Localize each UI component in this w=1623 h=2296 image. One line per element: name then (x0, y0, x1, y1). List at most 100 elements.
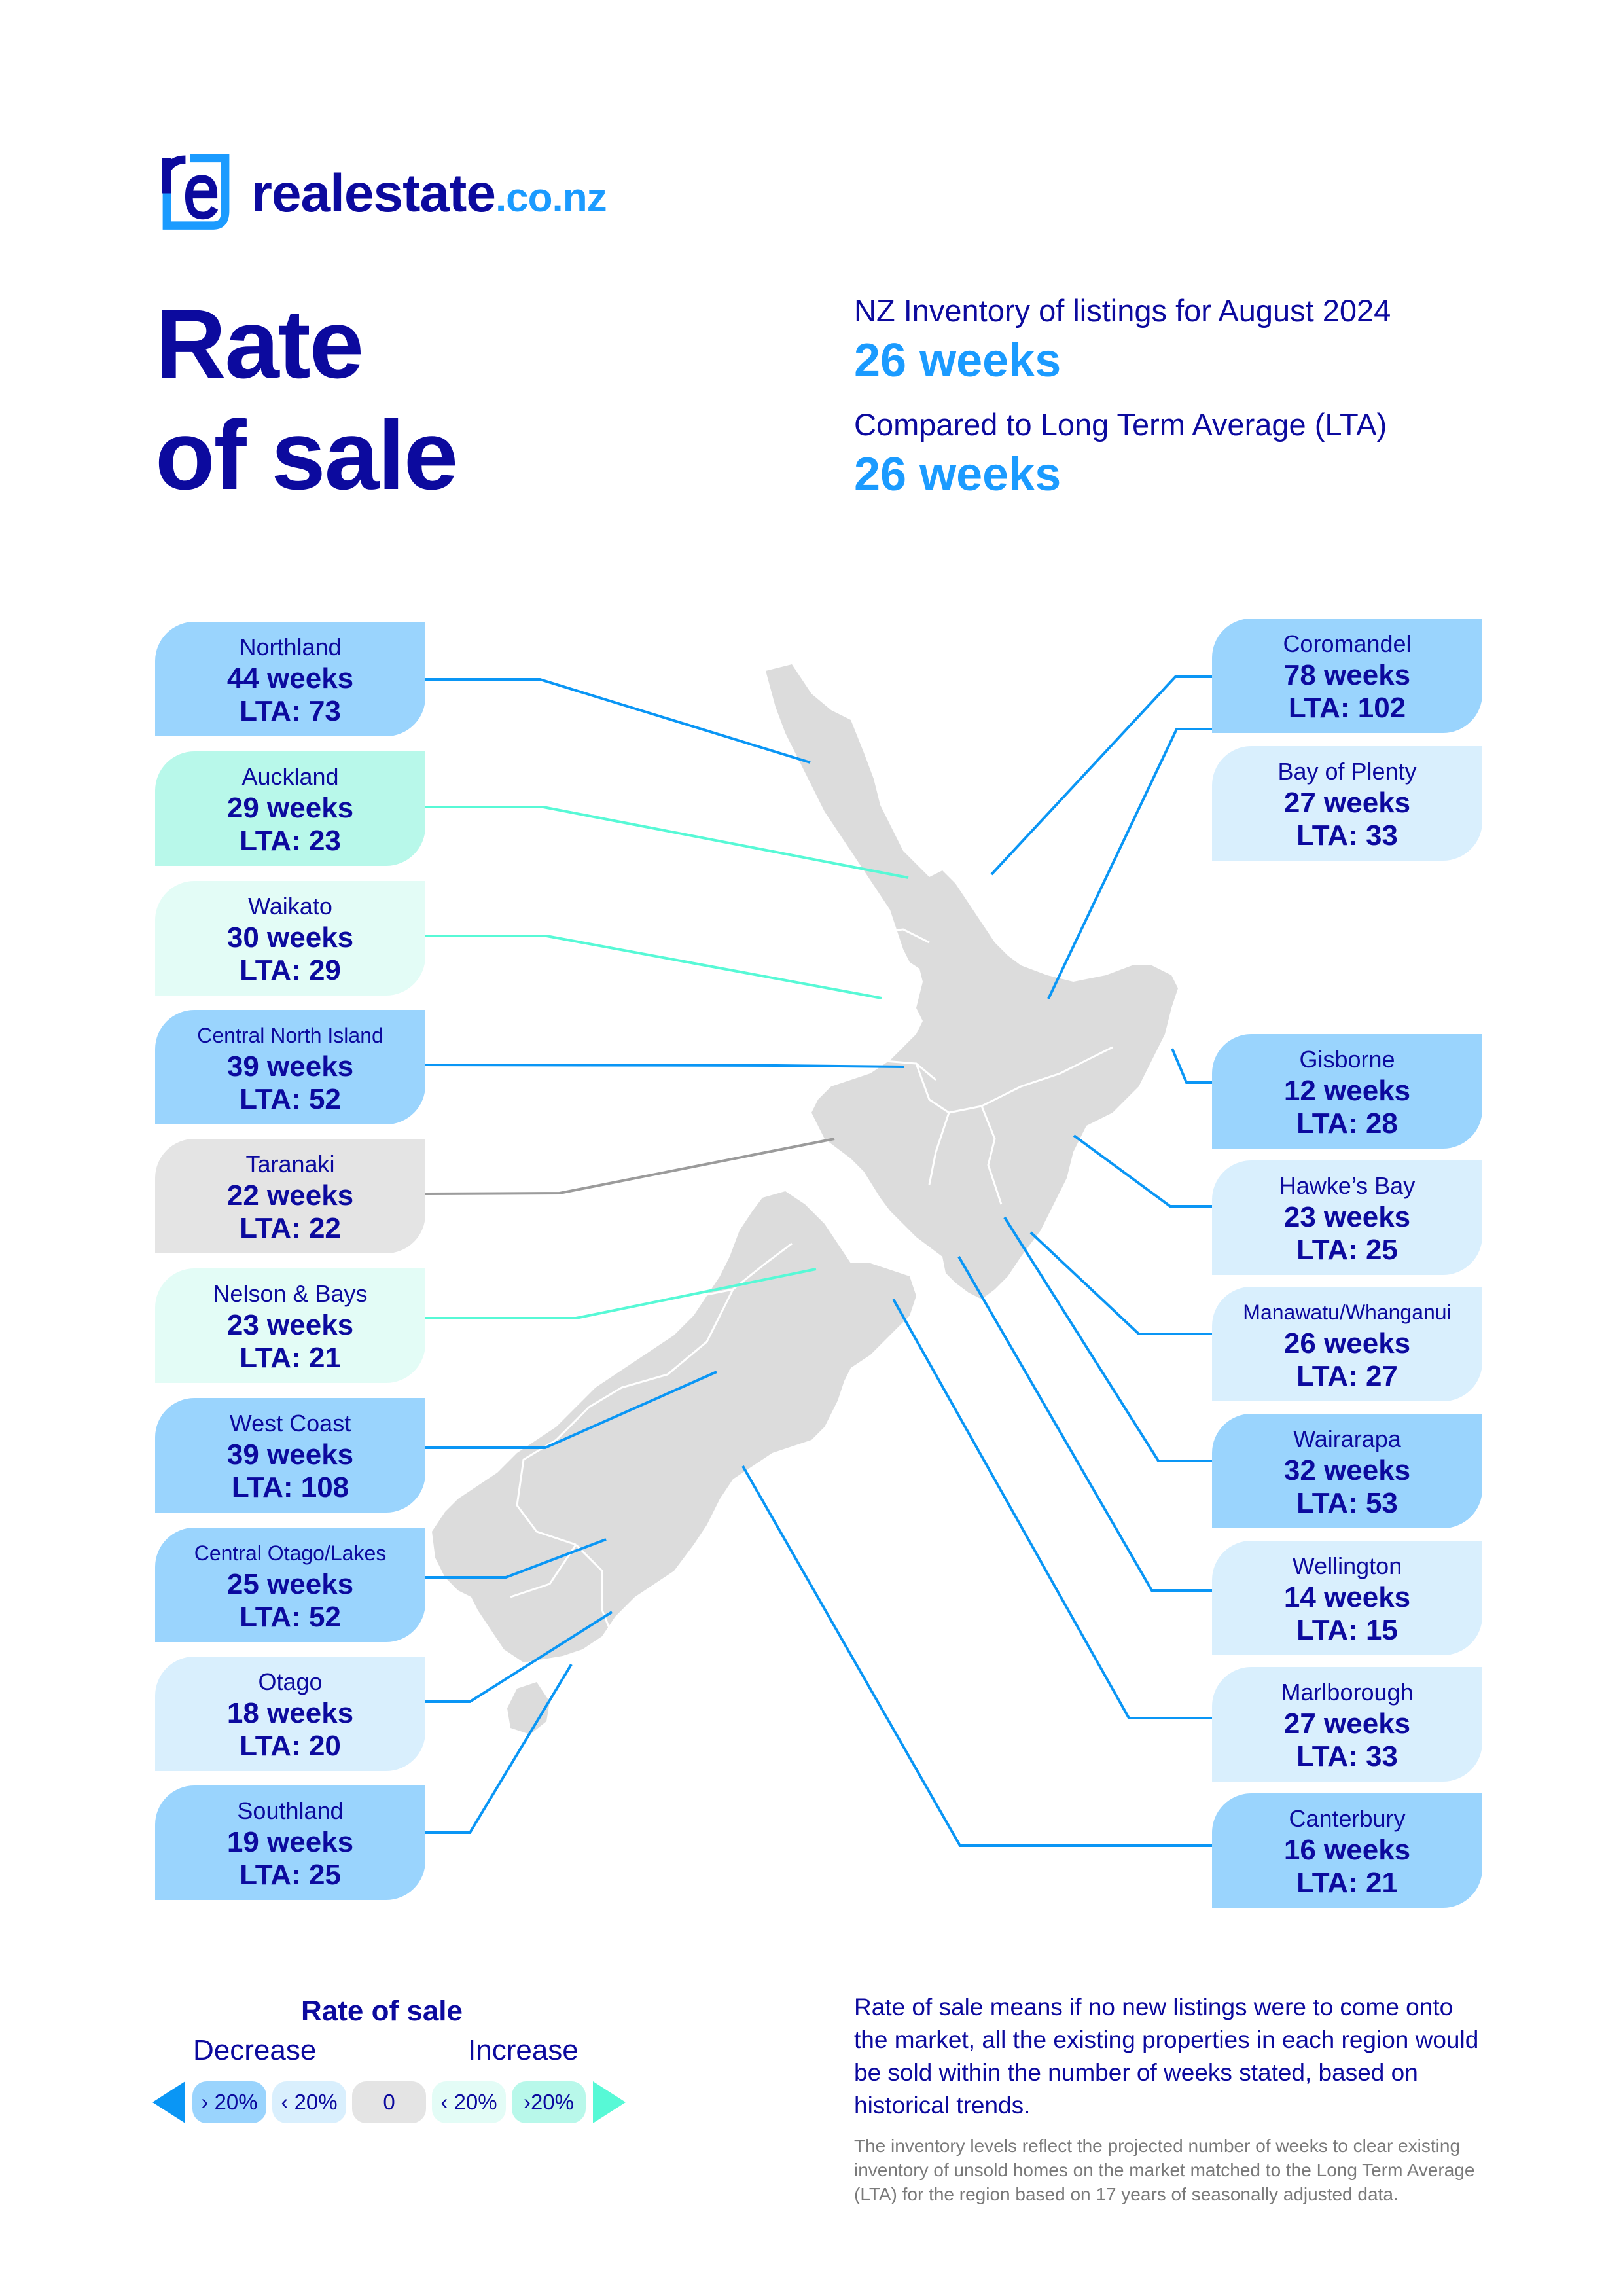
leader-central-north-island (425, 1064, 904, 1068)
region-weeks: 25 weeks (226, 1568, 354, 1600)
legend-scale: › 20% ‹ 20% 0 ‹ 20% ›20% (152, 2081, 626, 2123)
region-weeks: 29 weeks (226, 792, 354, 824)
region-card-northland: Northland 44 weeks LTA: 73 (155, 622, 425, 736)
leader-marlborough (892, 1299, 1212, 1719)
region-card-central-north-island: Central North Island 39 weeks LTA: 52 (155, 1010, 425, 1124)
region-name: Central Otago/Lakes (194, 1541, 387, 1565)
leader-west-coast (425, 1371, 717, 1449)
title-line-1: Rate (155, 289, 364, 399)
region-weeks: 39 weeks (226, 1050, 354, 1083)
national-summary: NZ Inventory of listings for August 2024… (854, 291, 1391, 519)
south-island-shape (432, 1191, 916, 1662)
region-lta: LTA: 102 (1288, 692, 1406, 724)
region-name: Wellington (1292, 1552, 1402, 1579)
region-name: Northland (239, 634, 342, 660)
region-card-manawatu-whanganui: Manawatu/Whanganui 26 weeks LTA: 27 (1212, 1287, 1482, 1401)
region-name: Central North Island (197, 1024, 383, 1047)
region-card-auckland: Auckland 29 weeks LTA: 23 (155, 751, 425, 866)
leader-central-otago (425, 1538, 607, 1579)
leader-wairarapa (1003, 1216, 1212, 1462)
region-card-taranaki: Taranaki 22 weeks LTA: 22 (155, 1139, 425, 1253)
region-lta: LTA: 15 (1296, 1614, 1398, 1646)
region-card-wellington: Wellington 14 weeks LTA: 15 (1212, 1541, 1482, 1655)
region-lta: LTA: 21 (1296, 1867, 1398, 1899)
region-name: Coromandel (1283, 630, 1412, 657)
region-name: Manawatu/Whanganui (1243, 1300, 1452, 1324)
region-name: Waikato (248, 893, 332, 920)
leader-nelson (425, 1268, 817, 1319)
leader-manawatu (1029, 1231, 1212, 1335)
leader-hawkes-bay (1073, 1134, 1212, 1208)
region-weeks: 18 weeks (226, 1697, 354, 1729)
stewart-island-shape (507, 1682, 550, 1734)
legend-chip-increase-gt20: ›20% (512, 2081, 586, 2123)
region-weeks: 39 weeks (226, 1439, 354, 1471)
region-weeks: 32 weeks (1283, 1454, 1411, 1486)
rate-of-sale-description: Rate of sale means if no new listings we… (854, 1994, 1479, 2119)
region-weeks: 16 weeks (1283, 1834, 1411, 1866)
legend-chip-decrease-lt20: ‹ 20% (272, 2081, 346, 2123)
re-logo-icon (162, 154, 230, 230)
leader-gisborne (1171, 1048, 1212, 1084)
region-weeks: 44 weeks (226, 662, 354, 694)
region-lta: LTA: 29 (240, 954, 341, 986)
leader-waikato (425, 935, 882, 999)
region-lta: LTA: 52 (240, 1601, 341, 1633)
region-name: Nelson & Bays (213, 1280, 368, 1307)
region-lta: LTA: 73 (240, 695, 341, 727)
region-name: Taranaki (245, 1151, 335, 1177)
leader-otago (425, 1611, 613, 1703)
region-weeks: 12 weeks (1283, 1075, 1411, 1107)
region-lta: LTA: 28 (1296, 1107, 1398, 1139)
inventory-label: NZ Inventory of listings for August 2024 (854, 293, 1391, 328)
region-card-southland: Southland 19 weeks LTA: 25 (155, 1785, 425, 1900)
leader-taranaki (425, 1138, 835, 1195)
region-weeks: 22 weeks (226, 1179, 354, 1211)
region-name: Wairarapa (1293, 1426, 1401, 1452)
region-lta: LTA: 20 (240, 1730, 341, 1762)
methodology-note: The inventory levels reflect the project… (854, 2136, 1475, 2204)
region-weeks: 27 weeks (1283, 787, 1411, 819)
logo-tld: .co.nz (495, 175, 607, 221)
region-weeks: 30 weeks (226, 922, 354, 954)
legend-chip-decrease-gt20: › 20% (192, 2081, 266, 2123)
region-card-wairarapa: Wairarapa 32 weeks LTA: 53 (1212, 1414, 1482, 1528)
region-weeks: 78 weeks (1283, 659, 1411, 691)
region-name: West Coast (229, 1410, 351, 1437)
region-card-otago: Otago 18 weeks LTA: 20 (155, 1657, 425, 1771)
region-name: Auckland (241, 763, 339, 790)
region-lta: LTA: 25 (240, 1859, 341, 1891)
region-lta: LTA: 33 (1296, 1740, 1398, 1772)
region-lta: LTA: 33 (1296, 819, 1398, 852)
region-weeks: 19 weeks (226, 1826, 354, 1858)
legend-title: Rate of sale (301, 1995, 463, 2027)
region-weeks: 23 weeks (1283, 1201, 1411, 1233)
region-card-coromandel: Coromandel 78 weeks LTA: 102 (1212, 619, 1482, 733)
region-card-marlborough: Marlborough 27 weeks LTA: 33 (1212, 1667, 1482, 1782)
leader-wellington (957, 1255, 1212, 1592)
region-card-hawkes-bay: Hawke’s Bay 23 weeks LTA: 25 (1212, 1160, 1482, 1275)
region-card-canterbury: Canterbury 16 weeks LTA: 21 (1212, 1793, 1482, 1908)
region-weeks: 23 weeks (226, 1309, 354, 1341)
region-lta: LTA: 27 (1296, 1360, 1398, 1392)
legend-chip-increase-lt20: ‹ 20% (432, 2081, 506, 2123)
region-name: Hawke’s Bay (1279, 1172, 1416, 1199)
logo-wordmark: realestate.co.nz (251, 166, 607, 221)
region-card-waikato: Waikato 30 weeks LTA: 29 (155, 881, 425, 996)
page-title: Rate of sale (155, 288, 458, 511)
region-name: Gisborne (1299, 1046, 1395, 1073)
lta-label: Compared to Long Term Average (LTA) (854, 407, 1387, 442)
arrow-right-icon (593, 2081, 626, 2123)
brand-logo[interactable]: realestate.co.nz (155, 152, 607, 234)
region-lta: LTA: 22 (240, 1212, 341, 1244)
region-weeks: 27 weeks (1283, 1708, 1411, 1740)
leader-canterbury (741, 1465, 1212, 1847)
region-name: Bay of Plenty (1277, 758, 1417, 785)
leader-auckland (425, 806, 909, 879)
arrow-left-icon (152, 2081, 185, 2123)
title-line-2: of sale (155, 400, 458, 510)
region-card-central-otago-lakes: Central Otago/Lakes 25 weeks LTA: 52 (155, 1528, 425, 1642)
legend-increase-label: Increase (468, 2034, 579, 2066)
legend-chip-zero: 0 (352, 2081, 426, 2123)
